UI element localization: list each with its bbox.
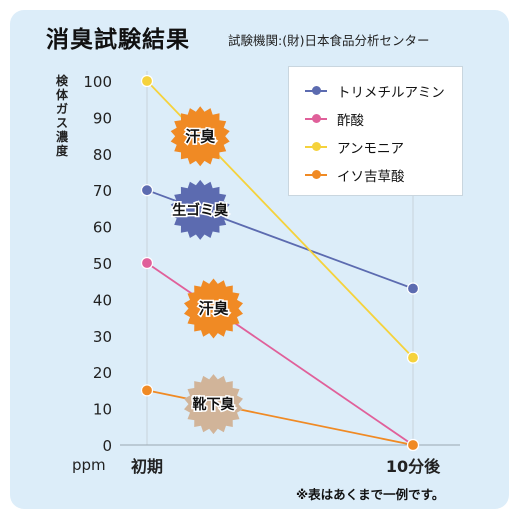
x-tick-label: 初期 — [131, 457, 163, 476]
y-tick-label: 60 — [93, 219, 112, 237]
odor-badge-icon — [184, 278, 243, 339]
legend-item: アンモニア — [289, 137, 462, 157]
footnote: ※表はあくまで一例です。 — [296, 487, 445, 502]
legend-marker — [312, 114, 321, 123]
y-unit-label: ppm — [72, 456, 106, 474]
data-point — [140, 384, 154, 397]
legend-item: 酢酸 — [289, 109, 462, 129]
legend-label: アンモニア — [337, 141, 404, 157]
data-point — [406, 282, 420, 295]
data-point — [140, 184, 154, 197]
legend-label: トリメチルアミン — [337, 85, 445, 101]
legend: トリメチルアミン 酢酸 アンモニア イソ吉草酸 — [288, 66, 463, 196]
y-tick-label: 80 — [93, 146, 112, 164]
odor-badge-label: 汗臭 — [198, 300, 228, 318]
odor-badge-label: 汗臭 — [185, 127, 215, 145]
odor-badge-icon — [184, 374, 243, 435]
data-point — [140, 256, 154, 270]
odor-badge-icon — [170, 179, 230, 240]
y-tick-label: 10 — [93, 401, 112, 419]
y-axis-label: 検体ガス濃度 — [56, 74, 69, 158]
data-point — [406, 351, 420, 364]
legend-marker — [312, 170, 321, 179]
y-tick-label: 90 — [93, 109, 112, 127]
y-tick-label: 20 — [93, 364, 112, 382]
y-tick-label: 40 — [93, 291, 112, 309]
legend-marker — [312, 86, 321, 95]
chart-title: 消臭試験結果 — [46, 27, 190, 53]
odor-badge-label: 靴下臭 — [193, 396, 236, 413]
legend-item: トリメチルアミン — [289, 81, 462, 101]
legend-label: イソ吉草酸 — [337, 169, 405, 185]
data-point — [140, 74, 154, 88]
data-point — [406, 438, 420, 452]
legend-marker — [312, 142, 321, 151]
test-source: 試験機関:(財)日本食品分析センター — [228, 33, 430, 48]
y-tick-label: 100 — [83, 73, 112, 91]
odor-badge-icon — [170, 106, 230, 167]
legend-label: 酢酸 — [337, 113, 364, 129]
y-tick-label: 30 — [93, 328, 112, 346]
y-tick-label: 50 — [93, 255, 112, 273]
y-tick-label: 70 — [93, 182, 112, 200]
x-tick-label: 10分後 — [386, 457, 441, 476]
legend-item: イソ吉草酸 — [289, 165, 462, 185]
y-tick-label: 0 — [102, 437, 112, 455]
odor-badge-label: 生ゴミ臭 — [172, 202, 229, 219]
